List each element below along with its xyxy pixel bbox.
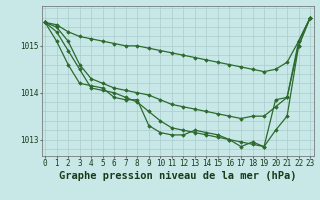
X-axis label: Graphe pression niveau de la mer (hPa): Graphe pression niveau de la mer (hPa) xyxy=(59,171,296,181)
